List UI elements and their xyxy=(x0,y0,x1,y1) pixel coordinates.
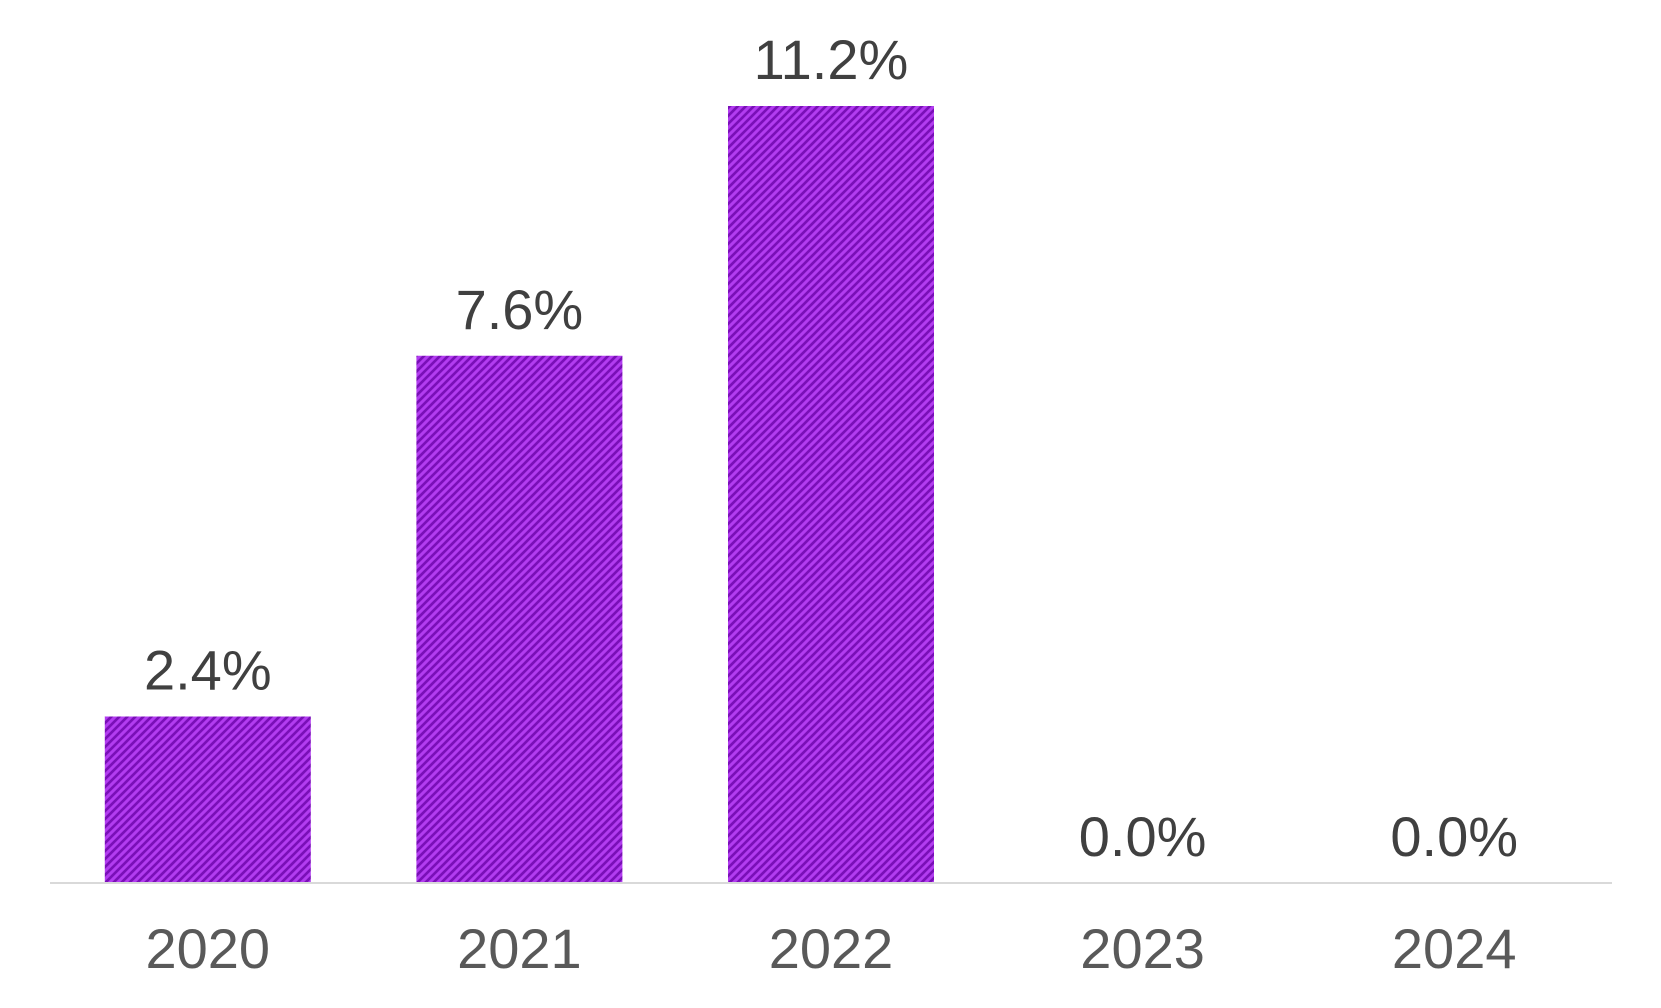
x-tick-label-2022: 2022 xyxy=(769,917,894,980)
x-tick-label-2020: 2020 xyxy=(146,917,271,980)
bar-2021 xyxy=(416,355,623,883)
data-label-2024: 0.0% xyxy=(1390,805,1518,868)
x-tick-label-2021: 2021 xyxy=(457,917,582,980)
data-label-2022: 11.2% xyxy=(754,28,909,91)
bars-group xyxy=(104,106,934,883)
bar-2022 xyxy=(728,106,934,883)
x-tick-label-2024: 2024 xyxy=(1392,917,1517,980)
data-label-2020: 2.4% xyxy=(144,639,272,702)
value-labels-group: 2.4% 7.6% 11.2% 0.0% 0.0% xyxy=(144,28,1518,868)
x-tick-labels-group: 2020 2021 2022 2023 2024 xyxy=(146,917,1517,980)
data-label-2023: 0.0% xyxy=(1079,805,1207,868)
data-label-2021: 7.6% xyxy=(456,278,584,341)
bar-2020 xyxy=(104,716,311,883)
x-tick-label-2023: 2023 xyxy=(1080,917,1205,980)
